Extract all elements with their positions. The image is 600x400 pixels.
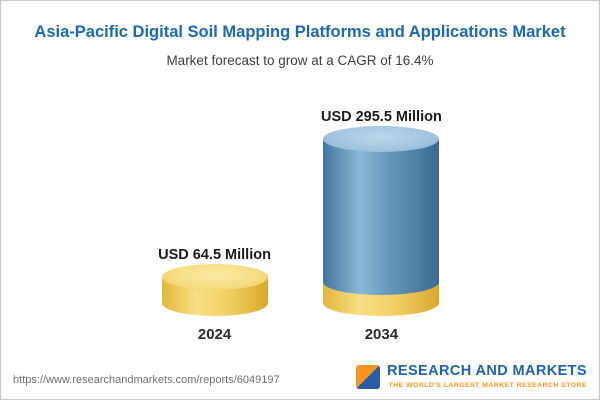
logo-text: RESEARCH AND MARKETS THE WORLD'S LARGEST… (387, 363, 587, 389)
logo-tagline: THE WORLD'S LARGEST MARKET RESEARCH STOR… (388, 382, 587, 389)
axis-label-2024: 2024 (197, 326, 232, 343)
bar-value-label-2024: USD 64.5 Million (158, 247, 271, 263)
cylinder-segment-yellow-2034 (323, 269, 440, 316)
research-and-markets-logo-icon (356, 364, 380, 389)
bar-2034 (323, 126, 440, 316)
bar-value-label-2034: USD 295.5 Million (320, 109, 442, 125)
cylinder-segment-blue-2034 (323, 139, 440, 282)
bar-chart: USD 64.5 Million 2024 USD 295.5 Million … (1, 89, 599, 343)
bar-group-2034: USD 295.5 Million 2034 (321, 109, 442, 343)
cylinder-top-2024 (161, 264, 268, 290)
axis-label-2034: 2034 (364, 326, 399, 343)
bar-group-2024: USD 64.5 Million 2024 (158, 247, 271, 343)
cylinder-top-2034 (323, 126, 440, 152)
footer: https://www.researchandmarkets.com/repor… (1, 351, 599, 399)
bar-2024 (161, 264, 268, 316)
page-subtitle: Market forecast to grow at a CAGR of 16.… (166, 53, 434, 68)
cylinder-body-2034 (323, 139, 440, 316)
research-and-markets-logo: RESEARCH AND MARKETS THE WORLD'S LARGEST… (356, 363, 587, 389)
page-title: Asia-Pacific Digital Soil Mapping Platfo… (34, 23, 566, 41)
report-url: https://www.researchandmarkets.com/repor… (13, 374, 280, 386)
logo-wordmark: RESEARCH AND MARKETS (387, 363, 587, 380)
